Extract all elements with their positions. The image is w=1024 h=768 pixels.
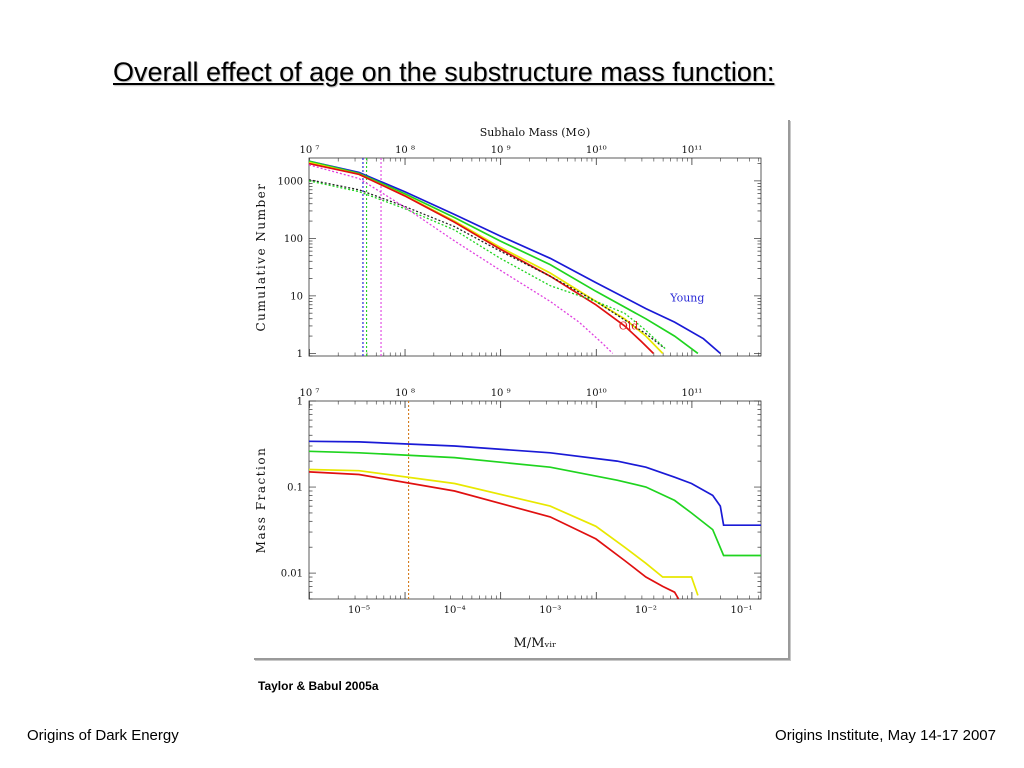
- top-tick-label: 10¹¹: [682, 145, 703, 156]
- series-line: [308, 440, 761, 527]
- top-tick-label: 10¹¹: [682, 388, 703, 399]
- series-line: [308, 160, 699, 355]
- y-tick-label: 10: [290, 291, 303, 302]
- top-tick-label: 10 ⁷: [299, 388, 319, 399]
- figure-caption: Taylor & Babul 2005a: [258, 679, 379, 693]
- series-line: [308, 161, 664, 354]
- series-line: [308, 162, 654, 355]
- figure-frame: 10 ⁷ 10 ⁸ 10 ⁹ 10¹⁰ 10¹¹ Subhalo Mass (M⊙) 100…: [252, 118, 788, 658]
- series-annotation: Young: [669, 291, 704, 304]
- y-tick-label: 0.1: [287, 483, 303, 494]
- slide-title: Overall effect of age on the substructur…: [113, 57, 775, 87]
- top-tick-label: 10 ⁸: [395, 145, 415, 156]
- series-line: [308, 180, 666, 350]
- top-tick-label: 10¹⁰: [586, 388, 607, 399]
- top-tick-label: 10 ⁸: [395, 388, 415, 399]
- y-tick-label: 1: [297, 349, 303, 360]
- footer-left: Origins of Dark Energy: [27, 727, 179, 744]
- top-tick-label: 10 ⁷: [299, 145, 319, 156]
- x-tick-label: 10⁻²: [635, 605, 657, 616]
- plot-frame-1: [308, 400, 762, 600]
- x-tick-label: 10⁻³: [539, 605, 561, 616]
- y-tick-label: 1: [297, 397, 303, 408]
- top-tick-label: 10¹⁰: [586, 145, 607, 156]
- series-line: [308, 160, 721, 355]
- x-tick-label: 10⁻⁵: [348, 605, 370, 616]
- x-tick-label: 10⁻¹: [730, 605, 752, 616]
- series-line: [308, 164, 614, 354]
- top-tick-label: 10 ⁹: [491, 145, 511, 156]
- x-tick-label: 10⁻⁴: [444, 605, 466, 616]
- y-axis-label: Cumulative Number: [254, 183, 268, 332]
- plot-frame-0: [308, 157, 762, 357]
- y-tick-label: 1000: [278, 176, 303, 187]
- series-annotation: Old: [619, 320, 639, 333]
- series-line: [308, 179, 664, 348]
- series-line: [308, 471, 680, 600]
- footer-right: Origins Institute, May 14-17 2007: [775, 727, 996, 744]
- series-line: [308, 450, 761, 557]
- top-axis-label: Subhalo Mass (M⊙): [480, 126, 591, 139]
- series-line: [308, 468, 699, 596]
- x-axis-label: M/Mᵥᵢᵣ: [514, 636, 557, 651]
- y-tick-label: 100: [284, 234, 303, 245]
- y-axis-label: Mass Fraction: [254, 447, 268, 554]
- y-tick-label: 0.01: [281, 569, 303, 580]
- top-tick-label: 10 ⁹: [491, 388, 511, 399]
